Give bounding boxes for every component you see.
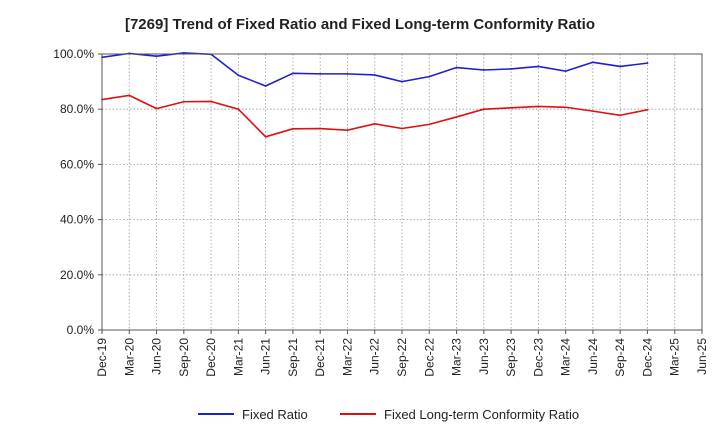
chart-title: [7269] Trend of Fixed Ratio and Fixed Lo… [124, 16, 596, 33]
x-tick-label: Sep-20 [177, 338, 191, 377]
x-tick-label: Mar-21 [231, 338, 245, 376]
legend-label-1: Fixed Ratio [242, 407, 308, 422]
series-1-point [346, 72, 349, 75]
y-axis-ticks: 0.0% 20.0% 40.0% 60.0% 80.0% 100.0% [53, 47, 102, 337]
legend: Fixed Ratio Fixed Long-term Conformity Ra… [198, 407, 579, 422]
series-2-point [537, 105, 540, 108]
y-tick-label: 60.0% [60, 157, 94, 171]
series-2-point [292, 127, 294, 130]
series-1-point [155, 55, 158, 58]
series-2-point [182, 100, 185, 103]
series-2-point [210, 100, 212, 103]
series-1-point [373, 74, 376, 76]
x-tick-label: Dec-23 [531, 338, 545, 377]
series-2-point [646, 108, 649, 111]
x-tick-label: Dec-21 [313, 338, 327, 377]
x-tick-label: Jun-21 [259, 338, 273, 375]
series-2-point [128, 94, 131, 97]
series-1-point [619, 65, 622, 68]
series-2-point [264, 135, 267, 138]
data-series [101, 51, 649, 138]
x-tick-label: Dec-20 [204, 338, 218, 377]
x-tick-label: Mar-25 [668, 338, 682, 376]
series-1-point [455, 66, 458, 69]
series-2-point [510, 106, 512, 109]
x-tick-label: Sep-21 [286, 338, 300, 377]
series-1-point [537, 65, 540, 68]
series-2-point [319, 127, 322, 130]
series-2-point [401, 127, 403, 130]
x-tick-label: Sep-24 [613, 338, 627, 377]
x-tick-label: Mar-23 [450, 338, 464, 376]
series-1-point [237, 74, 240, 77]
series-1-point [292, 72, 294, 75]
x-tick-label: Mar-22 [340, 338, 354, 376]
series-1-point [401, 80, 403, 83]
x-tick-label: Jun-22 [368, 338, 382, 375]
x-tick-label: Sep-23 [504, 338, 518, 377]
x-tick-label: Mar-20 [122, 338, 136, 376]
x-tick-label: Jun-23 [477, 338, 491, 375]
x-axis-ticks: Dec-19 Mar-20 Jun-20 Sep-20 Dec-20 Mar-21 Jun-… [95, 330, 709, 377]
series-2-point [237, 108, 240, 111]
series-1-point [592, 61, 594, 64]
series-1-point [319, 72, 322, 75]
series-1-point [182, 51, 185, 54]
series-1-point [646, 62, 649, 65]
series-2-point [455, 116, 458, 118]
y-tick-label: 0.0% [67, 323, 95, 337]
y-tick-label: 20.0% [60, 268, 94, 282]
series-2-point [373, 122, 376, 125]
series-2-point [564, 106, 567, 109]
x-tick-label: Mar-24 [559, 338, 573, 376]
x-tick-label: Jun-25 [695, 338, 709, 375]
series-2-point [482, 108, 485, 111]
series-1-point [510, 68, 512, 70]
series-1-point [264, 85, 267, 87]
y-tick-label: 100.0% [53, 47, 94, 61]
plot-frame [101, 53, 703, 331]
x-tick-label: Dec-22 [422, 338, 436, 377]
x-tick-label: Sep-22 [395, 338, 409, 377]
series-2-point [619, 114, 622, 117]
series-1-point [564, 70, 567, 73]
series-2-point [592, 110, 594, 113]
x-tick-label: Dec-24 [640, 338, 654, 377]
series-1-point [482, 69, 485, 71]
y-tick-label: 80.0% [60, 102, 94, 116]
series-2-point [155, 107, 158, 110]
series-1-point [428, 75, 431, 78]
series-2-point [428, 123, 431, 126]
x-tick-label: Dec-19 [95, 338, 109, 377]
legend-label-2: Fixed Long-term Conformity Ratio [384, 407, 579, 422]
y-tick-label: 40.0% [60, 213, 94, 227]
series-2-point [346, 129, 349, 132]
x-tick-label: Jun-20 [150, 338, 164, 375]
x-tick-label: Jun-24 [586, 338, 600, 375]
